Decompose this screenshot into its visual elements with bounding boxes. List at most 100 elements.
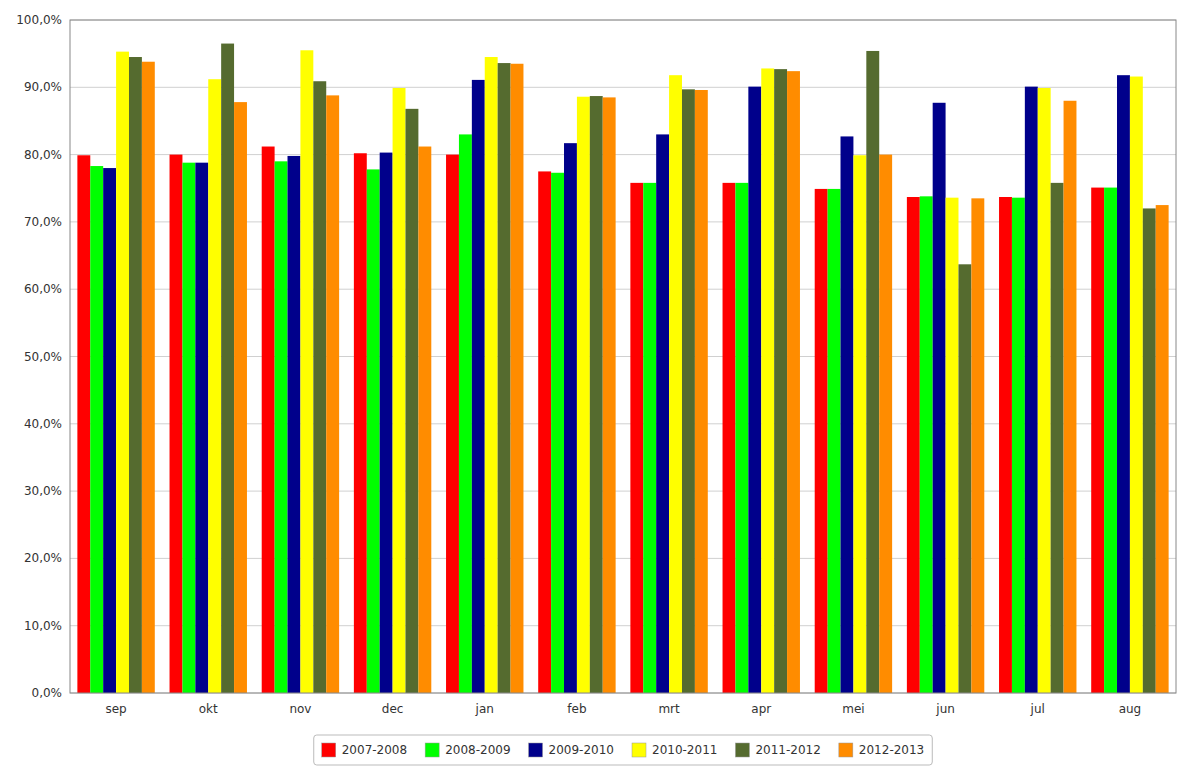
x-tick-label: dec (382, 702, 404, 716)
bar (933, 103, 946, 693)
y-tick-label: 60,0% (24, 282, 62, 296)
bar (1038, 88, 1051, 693)
bar (735, 183, 748, 693)
series (116, 50, 1143, 693)
bar (221, 44, 234, 693)
bar (472, 80, 485, 693)
series (129, 44, 1156, 693)
y-tick-label: 80,0% (24, 148, 62, 162)
x-tick-label: jul (1030, 702, 1045, 716)
x-tick-label: mrt (658, 702, 680, 716)
series (142, 62, 1169, 693)
bar (669, 75, 682, 693)
bar (853, 155, 866, 693)
bar (1156, 205, 1169, 693)
bar (1091, 188, 1104, 693)
x-tick-label: apr (751, 702, 771, 716)
bar (418, 147, 431, 693)
bar (590, 96, 603, 693)
bar (656, 134, 669, 693)
bar (723, 183, 736, 693)
bar (498, 63, 511, 693)
bar (511, 64, 524, 693)
legend-swatch (322, 743, 336, 757)
bar (538, 171, 551, 693)
bar (77, 155, 90, 693)
bar (841, 136, 854, 693)
legend-label: 2010-2011 (652, 743, 717, 757)
legend-box (314, 735, 933, 765)
y-tick-label: 20,0% (24, 551, 62, 565)
bar (182, 163, 195, 693)
bar (603, 97, 616, 693)
bar (208, 79, 221, 693)
bar (774, 69, 787, 693)
legend-swatch (735, 743, 749, 757)
series (103, 75, 1130, 693)
bar (907, 197, 920, 693)
bar (116, 52, 129, 693)
bar (748, 87, 761, 693)
y-tick-label: 30,0% (24, 484, 62, 498)
bar (405, 109, 418, 693)
bar (630, 183, 643, 693)
bar (313, 81, 326, 693)
bar (564, 143, 577, 693)
bar (103, 168, 116, 693)
bar (682, 89, 695, 693)
bar (380, 153, 393, 693)
bar (1064, 101, 1077, 693)
legend-label: 2012-2013 (859, 743, 924, 757)
bar (1130, 77, 1143, 693)
bar (1143, 208, 1156, 693)
legend: 2007-2008 2008-2009 2009-2010 2010-2011 2011… (314, 735, 933, 765)
legend-swatch (425, 743, 439, 757)
grid (70, 20, 1176, 693)
bar (695, 90, 708, 693)
bar (828, 189, 841, 693)
legend-label: 2011-2012 (755, 743, 820, 757)
legend-item: 2010-2011 (632, 743, 717, 757)
bar (129, 57, 142, 693)
bar (551, 173, 564, 693)
legend-item: 2011-2012 (735, 743, 820, 757)
bar (879, 155, 892, 693)
bar (142, 62, 155, 693)
bar (577, 97, 590, 693)
bar (999, 197, 1012, 693)
x-tick-label: feb (567, 702, 586, 716)
bar (459, 134, 472, 693)
bar (485, 57, 498, 693)
legend-item: 2009-2010 (529, 743, 614, 757)
bars (77, 44, 1168, 693)
x-tick-label: mei (842, 702, 864, 716)
bar (90, 166, 103, 693)
legend-item: 2007-2008 (322, 743, 407, 757)
bar (288, 156, 301, 693)
bar (815, 189, 828, 693)
bar (354, 153, 367, 693)
bar (195, 163, 208, 693)
y-tick-label: 10,0% (24, 619, 62, 633)
bar (367, 169, 380, 693)
y-tick-label: 50,0% (24, 350, 62, 364)
bar (170, 155, 183, 693)
bar (1012, 198, 1025, 693)
legend-item: 2008-2009 (425, 743, 510, 757)
legend-item: 2012-2013 (839, 743, 924, 757)
x-tick-label: jan (475, 702, 494, 716)
chart: 0,0%10,0%20,0%30,0%40,0%50,0%60,0%70,0%8… (0, 0, 1196, 783)
legend-swatch (632, 743, 646, 757)
y-tick-label: 100,0% (16, 13, 62, 27)
legend-label: 2008-2009 (445, 743, 510, 757)
y-tick-label: 40,0% (24, 417, 62, 431)
y-tick-label: 0,0% (32, 686, 63, 700)
bar (326, 95, 339, 693)
bar (446, 155, 459, 693)
bar (1104, 188, 1117, 693)
bar (1025, 87, 1038, 693)
x-tick-label: aug (1119, 702, 1142, 716)
bar (1051, 183, 1064, 693)
bar (920, 196, 933, 693)
bar (300, 50, 313, 693)
